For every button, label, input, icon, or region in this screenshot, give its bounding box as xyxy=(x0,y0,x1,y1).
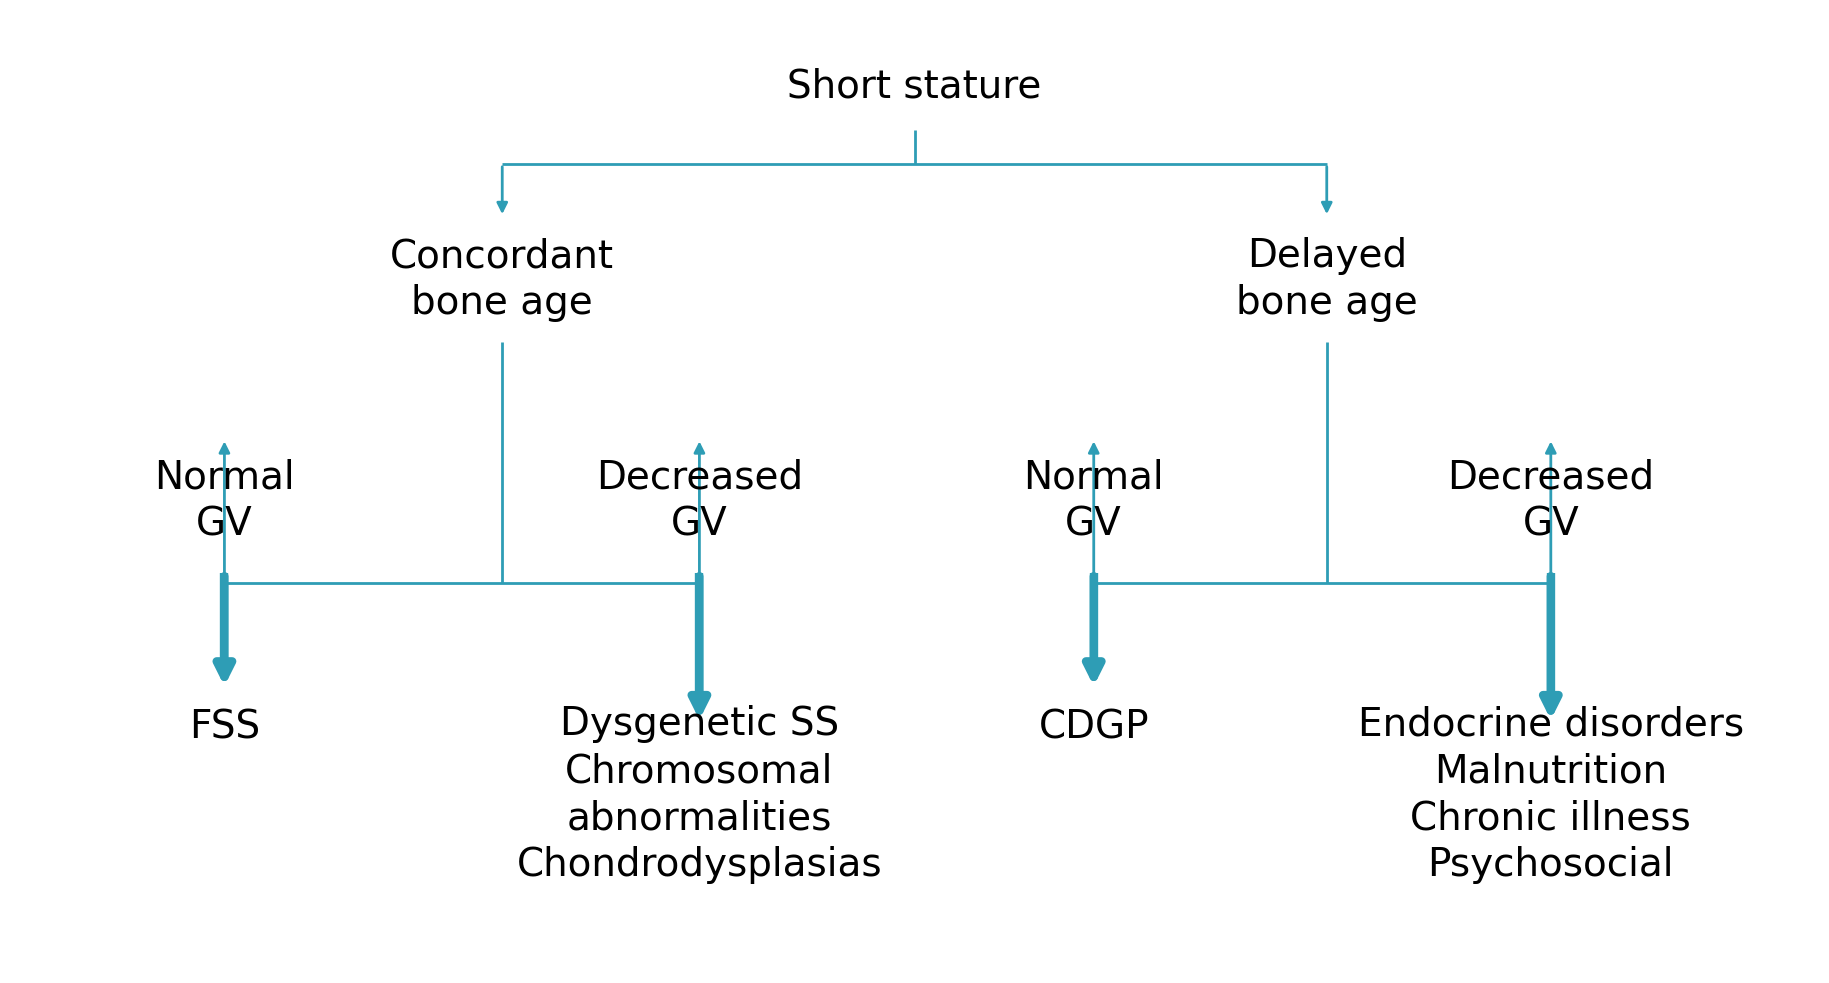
Text: Dysgenetic SS
Chromosomal
abnormalities
Chondrodysplasias: Dysgenetic SS Chromosomal abnormalities … xyxy=(516,706,882,885)
Text: Decreased
GV: Decreased GV xyxy=(596,459,803,544)
Text: Normal
GV: Normal GV xyxy=(154,459,294,544)
Text: Decreased
GV: Decreased GV xyxy=(1447,459,1655,544)
Text: Short stature: Short stature xyxy=(786,68,1043,106)
Text: Delayed
bone age: Delayed bone age xyxy=(1236,237,1417,322)
Text: Normal
GV: Normal GV xyxy=(1024,459,1163,544)
Text: CDGP: CDGP xyxy=(1039,709,1149,746)
Text: Concordant
bone age: Concordant bone age xyxy=(390,237,615,322)
Text: FSS: FSS xyxy=(188,709,260,746)
Text: Endocrine disorders
Malnutrition
Chronic illness
Psychosocial: Endocrine disorders Malnutrition Chronic… xyxy=(1357,706,1743,885)
